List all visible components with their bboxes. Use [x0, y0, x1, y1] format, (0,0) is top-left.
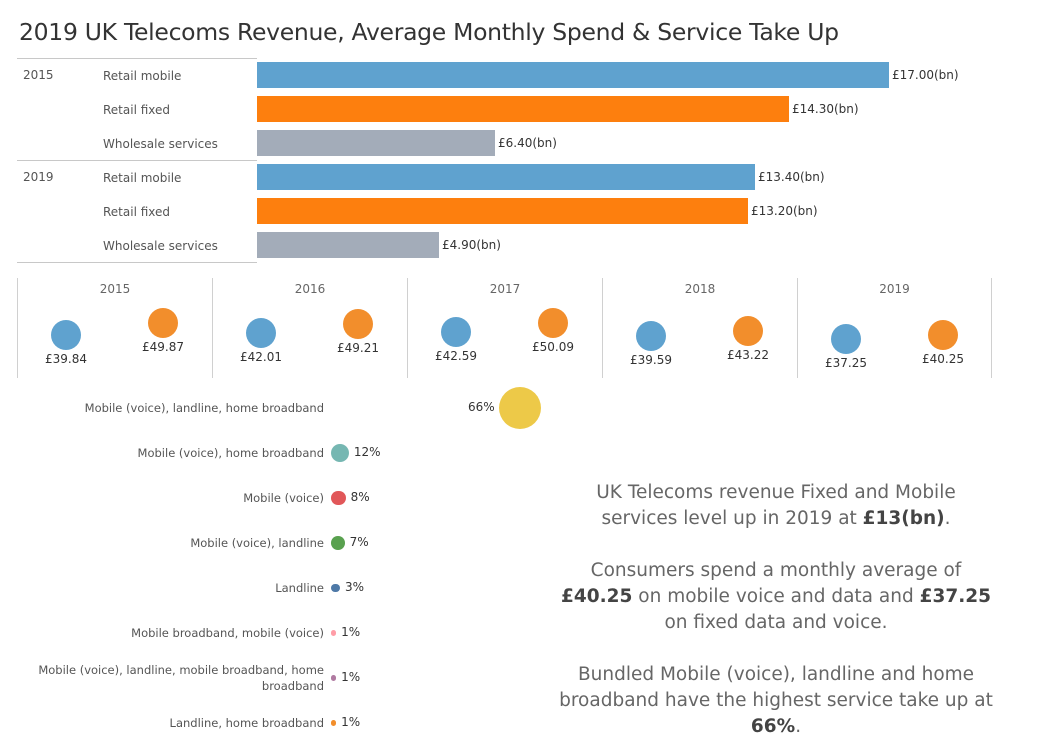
- service-category-label: Mobile broadband, mobile (voice): [131, 626, 324, 640]
- category-label: Wholesale services: [103, 239, 218, 253]
- service-bubble: [331, 444, 349, 462]
- group-separator: [17, 58, 257, 59]
- spend-year-label: 2016: [294, 282, 326, 296]
- narrative-paragraph-revenue: UK Telecoms revenue Fixed and Mobile ser…: [596, 482, 956, 529]
- spend-panel-2019: 2019 £37.25 £40.25: [797, 278, 992, 378]
- spend-value-label: £49.87: [142, 340, 184, 355]
- service-percent-label: 8%: [350, 490, 370, 504]
- spend-dot: [51, 320, 81, 351]
- spend-dot: [246, 317, 276, 348]
- spend-dot: [441, 317, 471, 348]
- service-percent-label: 1%: [341, 715, 361, 729]
- narrative-paragraph-takeup: Bundled Mobile (voice), landline and hom…: [559, 664, 993, 737]
- spend-panel-2016: 2016 £42.01 £49.21: [212, 278, 407, 378]
- category-label: Retail fixed: [103, 205, 171, 219]
- service-category-label: Mobile (voice): [243, 491, 324, 505]
- service-category-label: Mobile (voice), landline, home broadband: [84, 401, 324, 415]
- spend-dot: [148, 308, 178, 339]
- spend-value-label: £42.59: [435, 349, 477, 364]
- revenue-bar: [257, 164, 755, 190]
- service-percent-label: 1%: [341, 670, 361, 684]
- spend-year-label: 2015: [99, 282, 131, 296]
- revenue-value-label: £17.00(bn): [892, 68, 959, 82]
- service-category-label: Landline: [275, 581, 324, 595]
- service-category-label: Landline, home broadband: [169, 716, 324, 730]
- spend-value-label: £43.22: [727, 348, 769, 363]
- spend-year-label: 2017: [489, 282, 521, 296]
- spend-value-label: £39.59: [630, 352, 672, 367]
- spend-year-label: 2019: [879, 282, 910, 296]
- group-separator: [17, 262, 257, 263]
- revenue-bar: [257, 96, 789, 122]
- spend-value-label: £39.84: [45, 352, 87, 367]
- service-percent-label: 12%: [353, 445, 381, 459]
- service-category-label: Mobile (voice), landline, mobile broadba…: [38, 663, 324, 693]
- service-takeup-chart: Mobile (voice), landline, home broadband…: [0, 385, 560, 750]
- category-label: Wholesale services: [103, 137, 218, 151]
- group-label-2015: 2015: [23, 68, 54, 82]
- spend-value-label: £50.09: [532, 340, 574, 355]
- spend-dot: [928, 319, 958, 350]
- monthly-spend-chart: 2015 £39.84 £49.87 2016 £42.01 £49.21 2017 £42.…: [17, 278, 993, 378]
- group-label-2019: 2019: [23, 170, 54, 184]
- spend-value-label: £42.01: [240, 349, 282, 364]
- category-label: Retail mobile: [103, 69, 182, 83]
- service-bubble: [331, 630, 337, 636]
- narrative-text: UK Telecoms revenue Fixed and Mobile ser…: [556, 480, 996, 750]
- category-label: Retail mobile: [103, 171, 182, 185]
- service-percent-label: 7%: [349, 535, 369, 549]
- service-bubble: [331, 583, 340, 593]
- service-bubble: [331, 536, 345, 550]
- spend-panel-2018: 2018 £39.59 £43.22: [602, 278, 797, 378]
- spend-year-label: 2018: [684, 282, 716, 296]
- service-category-label: Mobile (voice), landline: [190, 536, 324, 550]
- spend-value-label: £49.21: [337, 341, 379, 356]
- service-bubble: [499, 387, 541, 429]
- revenue-bar: [257, 198, 748, 224]
- service-category-label: Mobile (voice), home broadband: [137, 446, 324, 460]
- spend-dot: [538, 308, 568, 339]
- narrative-paragraph-spend: Consumers spend a monthly average of £40…: [561, 560, 991, 633]
- service-percent-label: 3%: [344, 580, 364, 594]
- group-separator: [17, 160, 257, 161]
- service-bubble: [331, 675, 337, 681]
- service-percent-label: 66%: [468, 400, 495, 414]
- service-bubble: [331, 490, 346, 506]
- service-percent-label: 1%: [341, 625, 361, 639]
- spend-dot: [343, 309, 373, 340]
- service-bubble: [331, 720, 337, 726]
- revenue-bar-chart: 2015 Retail mobile Retail fixed Wholesal…: [17, 58, 1017, 264]
- revenue-bar: [257, 232, 439, 258]
- spend-dot: [733, 316, 763, 347]
- revenue-value-label: £13.20(bn): [751, 204, 818, 218]
- chart-title: 2019 UK Telecoms Revenue, Average Monthl…: [19, 18, 839, 46]
- spend-dot: [636, 320, 666, 351]
- revenue-value-label: £13.40(bn): [758, 170, 825, 184]
- spend-panel-2015: 2015 £39.84 £49.87: [17, 278, 212, 378]
- revenue-value-label: £4.90(bn): [442, 238, 501, 252]
- revenue-bar: [257, 130, 495, 156]
- spend-value-label: £37.25: [825, 355, 867, 370]
- revenue-value-label: £14.30(bn): [792, 102, 859, 116]
- spend-dot: [831, 323, 861, 354]
- category-label: Retail fixed: [103, 103, 171, 117]
- revenue-bar: [257, 62, 889, 88]
- revenue-value-label: £6.40(bn): [498, 136, 557, 150]
- spend-panel-2017: 2017 £42.59 £50.09: [407, 278, 602, 378]
- spend-value-label: £40.25: [922, 351, 964, 366]
